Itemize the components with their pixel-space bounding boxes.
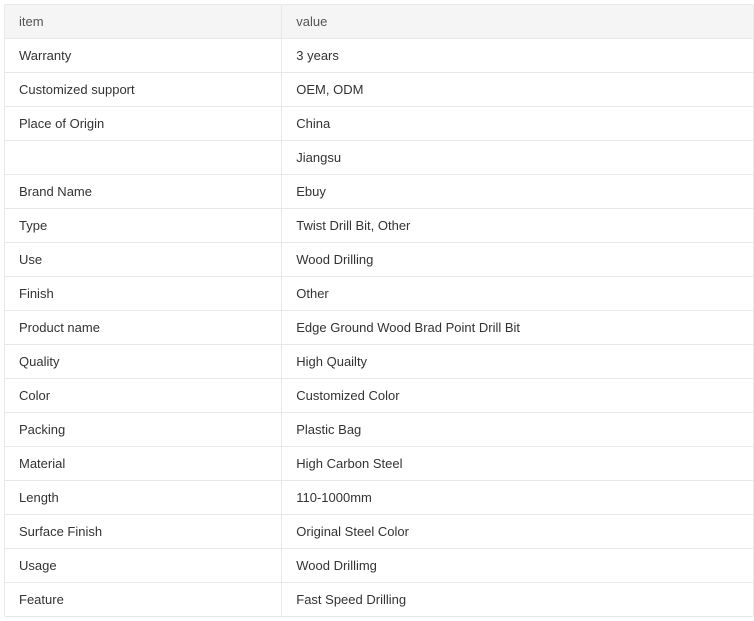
- cell-value: Ebuy: [282, 175, 753, 209]
- spec-table: item value Warranty3 yearsCustomized sup…: [5, 5, 753, 616]
- table-row: TypeTwist Drill Bit, Other: [5, 209, 753, 243]
- cell-value: Customized Color: [282, 379, 753, 413]
- cell-item: Warranty: [5, 39, 282, 73]
- cell-value: 110-1000mm: [282, 481, 753, 515]
- cell-item: Place of Origin: [5, 107, 282, 141]
- table-row: Warranty3 years: [5, 39, 753, 73]
- cell-value: China: [282, 107, 753, 141]
- table-row: Place of OriginChina: [5, 107, 753, 141]
- cell-item: Surface Finish: [5, 515, 282, 549]
- cell-item: Finish: [5, 277, 282, 311]
- cell-item: Product name: [5, 311, 282, 345]
- table-body: Warranty3 yearsCustomized supportOEM, OD…: [5, 39, 753, 617]
- table-row: FeatureFast Speed Drilling: [5, 583, 753, 617]
- cell-value: Fast Speed Drilling: [282, 583, 753, 617]
- table-row: Customized supportOEM, ODM: [5, 73, 753, 107]
- table-row: PackingPlastic Bag: [5, 413, 753, 447]
- table-row: Surface FinishOriginal Steel Color: [5, 515, 753, 549]
- spec-table-container: item value Warranty3 yearsCustomized sup…: [4, 4, 754, 617]
- cell-value: Other: [282, 277, 753, 311]
- table-row: ColorCustomized Color: [5, 379, 753, 413]
- cell-value: Edge Ground Wood Brad Point Drill Bit: [282, 311, 753, 345]
- column-header-item: item: [5, 5, 282, 39]
- table-row: FinishOther: [5, 277, 753, 311]
- cell-item: Quality: [5, 345, 282, 379]
- cell-value: Jiangsu: [282, 141, 753, 175]
- cell-item: Use: [5, 243, 282, 277]
- cell-item: Feature: [5, 583, 282, 617]
- cell-item: Customized support: [5, 73, 282, 107]
- table-row: Length110-1000mm: [5, 481, 753, 515]
- cell-value: High Quailty: [282, 345, 753, 379]
- cell-value: OEM, ODM: [282, 73, 753, 107]
- table-header-row: item value: [5, 5, 753, 39]
- table-row: Brand NameEbuy: [5, 175, 753, 209]
- table-row: Product nameEdge Ground Wood Brad Point …: [5, 311, 753, 345]
- column-header-value: value: [282, 5, 753, 39]
- cell-value: 3 years: [282, 39, 753, 73]
- table-row: QualityHigh Quailty: [5, 345, 753, 379]
- cell-value: Wood Drilling: [282, 243, 753, 277]
- cell-item: Type: [5, 209, 282, 243]
- cell-value: Plastic Bag: [282, 413, 753, 447]
- cell-item: Length: [5, 481, 282, 515]
- cell-value: Twist Drill Bit, Other: [282, 209, 753, 243]
- table-row: Jiangsu: [5, 141, 753, 175]
- cell-item: [5, 141, 282, 175]
- cell-item: Usage: [5, 549, 282, 583]
- cell-value: Original Steel Color: [282, 515, 753, 549]
- table-row: UseWood Drilling: [5, 243, 753, 277]
- table-row: UsageWood Drillimg: [5, 549, 753, 583]
- cell-item: Material: [5, 447, 282, 481]
- cell-value: Wood Drillimg: [282, 549, 753, 583]
- cell-item: Color: [5, 379, 282, 413]
- cell-item: Brand Name: [5, 175, 282, 209]
- cell-item: Packing: [5, 413, 282, 447]
- table-row: MaterialHigh Carbon Steel: [5, 447, 753, 481]
- cell-value: High Carbon Steel: [282, 447, 753, 481]
